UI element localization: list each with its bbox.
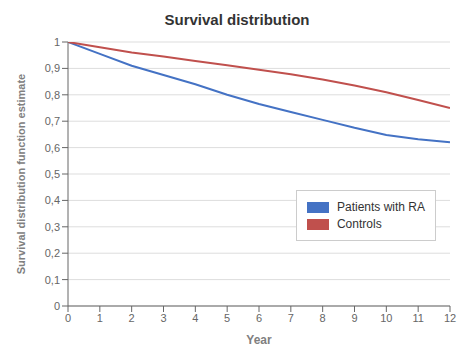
html-text:Survival distribution: Survival distribution <box>164 11 310 28</box>
html-text:Patients with RA: Patients with RA <box>337 200 425 214</box>
svg-text:0: 0 <box>65 312 71 324</box>
html-text:Controls: Controls <box>337 217 382 231</box>
svg-text:0,5: 0,5 <box>45 168 60 180</box>
svg-text:1: 1 <box>54 36 60 48</box>
svg-text:10: 10 <box>380 312 392 324</box>
svg-text:2: 2 <box>129 312 135 324</box>
svg-text:0,6: 0,6 <box>45 142 60 154</box>
svg-text:0,9: 0,9 <box>45 62 60 74</box>
svg-text:0,2: 0,2 <box>45 247 60 259</box>
svg-text:0,3: 0,3 <box>45 221 60 233</box>
svg-text:12: 12 <box>444 312 456 324</box>
svg-text:1: 1 <box>97 312 103 324</box>
svg-text:0,4: 0,4 <box>45 194 60 206</box>
svg-text:5: 5 <box>224 312 230 324</box>
svg-text:6: 6 <box>256 312 262 324</box>
svg-text:Survival distribution function: Survival distribution function estimate <box>15 74 27 274</box>
svg-text:0,7: 0,7 <box>45 115 60 127</box>
svg-text:0,1: 0,1 <box>45 274 60 286</box>
svg-text:11: 11 <box>412 312 423 324</box>
svg-text:Year: Year <box>246 333 272 347</box>
svg-text:7: 7 <box>288 312 294 324</box>
svg-text:3: 3 <box>160 312 166 324</box>
svg-text:9: 9 <box>351 312 357 324</box>
svg-text:0,8: 0,8 <box>45 89 60 101</box>
svg-text:4: 4 <box>192 312 198 324</box>
svg-text:0: 0 <box>54 300 60 312</box>
svg-text:8: 8 <box>320 312 326 324</box>
